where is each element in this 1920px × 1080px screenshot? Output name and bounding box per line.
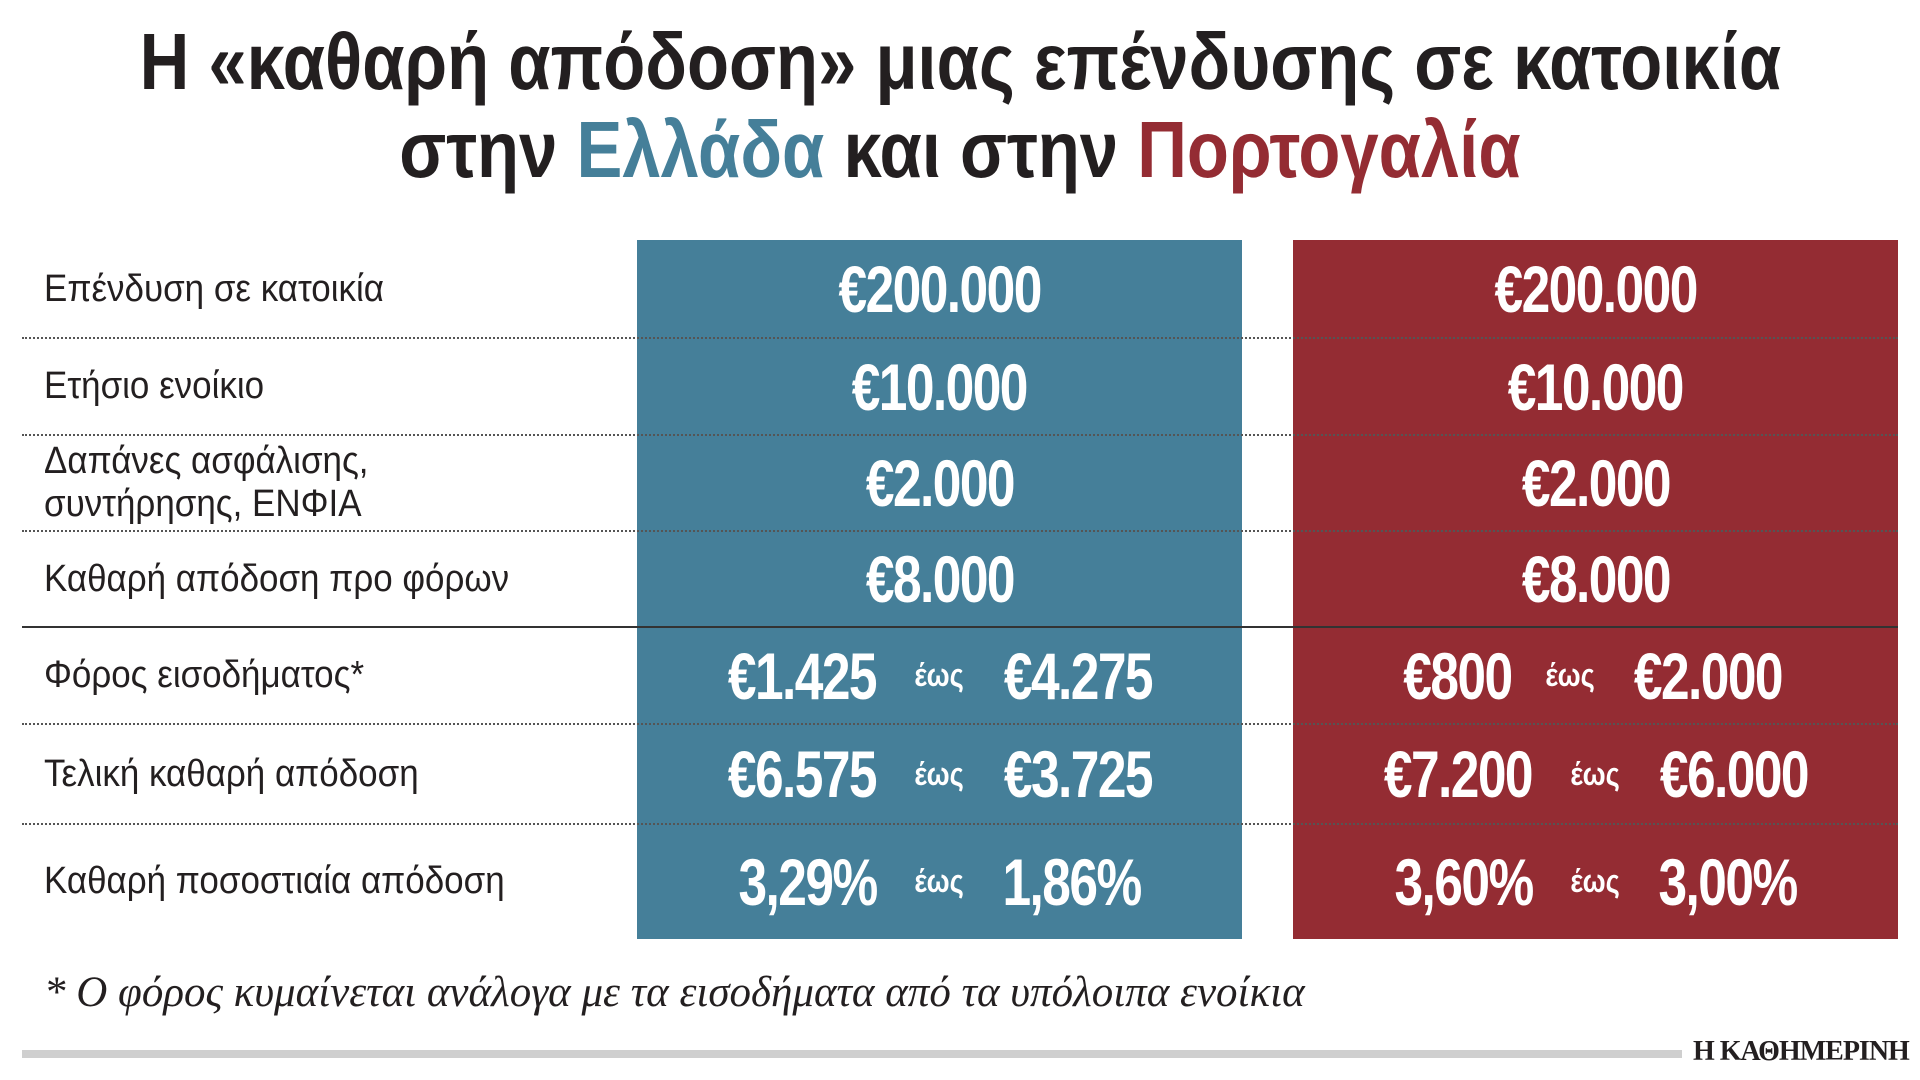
- greece-column: [637, 240, 1242, 939]
- row-label: Επένδυση σε κατοικία: [44, 240, 414, 338]
- row-label-text: Φόρος εισοδήματος*: [44, 654, 365, 697]
- chart-title-line2: στην Ελλάδα και στην Πορτογαλία: [0, 110, 1920, 190]
- value-max: 1,86%: [1002, 844, 1142, 919]
- footer-bar: [22, 1050, 1682, 1058]
- value-max: 3,00%: [1658, 844, 1798, 919]
- range-separator: έως: [1545, 657, 1595, 693]
- value-range: 3,60% έως 3,00%: [1375, 844, 1815, 920]
- title-text: και στην: [824, 105, 1138, 194]
- portugal-value-cell: 3,60% έως 3,00%: [1293, 824, 1898, 939]
- greece-value-cell: €8.000: [637, 531, 1242, 627]
- row-divider: [22, 337, 1898, 339]
- greece-value-cell: €1.425 έως €4.275: [637, 627, 1242, 724]
- greece-value-cell: €2.000: [637, 435, 1242, 531]
- value: €8.000: [1521, 542, 1671, 616]
- value-max: €2.000: [1633, 638, 1784, 713]
- row-label-text: Επένδυση σε κατοικία: [44, 267, 384, 310]
- row-label-text: Τελική καθαρή απόδοση: [44, 752, 419, 795]
- range-separator: έως: [1570, 863, 1621, 899]
- greece-value-cell: 3,29% έως 1,86%: [637, 824, 1242, 939]
- value-min: 3,29%: [738, 844, 879, 919]
- row-label: Δαπάνες ασφάλισης, συντήρησης, ΕΝΦΙΑ: [44, 435, 444, 531]
- row-label: Ετήσιο ενοίκιο: [44, 338, 283, 435]
- row-divider: [22, 434, 1898, 436]
- greece-value-cell: €200.000: [637, 240, 1242, 338]
- value: €10.000: [851, 349, 1029, 424]
- value: €2.000: [1521, 446, 1671, 520]
- row-label-text: Καθαρή απόδοση προ φόρων: [44, 557, 510, 600]
- portugal-value-cell: €800 έως €2.000: [1293, 627, 1898, 724]
- value: €8.000: [865, 542, 1015, 616]
- value-range: €7.200 έως €6.000: [1363, 736, 1829, 812]
- portugal-value-cell: €2.000: [1293, 435, 1898, 531]
- value-range: €6.575 έως €3.725: [707, 736, 1173, 812]
- value-min: €6.575: [727, 737, 877, 811]
- value-max: €4.275: [1003, 638, 1153, 713]
- value: €200.000: [838, 252, 1042, 326]
- row-divider: [22, 823, 1898, 825]
- portugal-value-cell: €10.000: [1293, 338, 1898, 435]
- row-label: Καθαρή απόδοση προ φόρων: [44, 531, 550, 627]
- value: €2.000: [865, 446, 1015, 520]
- greece-value-cell: €10.000: [637, 338, 1242, 435]
- value-range: €800 έως €2.000: [1388, 638, 1803, 714]
- chart-title-line1: Η «καθαρή απόδοση» μιας επένδυσης σε κατ…: [139, 17, 1781, 106]
- row-label: Καθαρή ποσοστιαία απόδοση: [44, 824, 545, 939]
- title-greece: Ελλάδα: [576, 105, 825, 194]
- row-divider: [22, 723, 1898, 725]
- value: €10.000: [1507, 349, 1685, 424]
- portugal-value-cell: €8.000: [1293, 531, 1898, 627]
- row-label: Φόρος εισοδήματος*: [44, 627, 392, 724]
- value: €200.000: [1494, 252, 1698, 326]
- row-label: Τελική καθαρή απόδοση: [44, 724, 451, 824]
- range-separator: έως: [1570, 755, 1621, 792]
- range-separator: έως: [914, 863, 965, 899]
- row-label-text: Καθαρή ποσοστιαία απόδοση: [44, 860, 505, 903]
- value-min: €800: [1403, 638, 1513, 713]
- row-label-text: Δαπάνες ασφάλισης, συντήρησης, ΕΝΦΙΑ: [44, 440, 369, 525]
- value-range: €1.425 έως €4.275: [707, 638, 1173, 714]
- section-divider: [22, 626, 1898, 628]
- portugal-value-cell: €7.200 έως €6.000: [1293, 724, 1898, 824]
- publisher-logo: Η ΚΑΘΗΜΕΡΙΝΗ: [1693, 1036, 1910, 1067]
- footnote: * Ο φόρος κυμαίνεται ανάλογα με τα εισοδ…: [44, 969, 1305, 1016]
- value-range: 3,29% έως 1,86%: [719, 844, 1159, 920]
- value-max: €3.725: [1003, 737, 1153, 811]
- value-min: €1.425: [727, 638, 877, 713]
- value-max: €6.000: [1659, 737, 1809, 811]
- value-min: €7.200: [1383, 737, 1533, 811]
- range-separator: έως: [914, 657, 965, 693]
- value-min: 3,60%: [1394, 844, 1535, 919]
- portugal-column: [1293, 240, 1898, 939]
- title-text: στην: [399, 105, 577, 194]
- range-separator: έως: [914, 755, 965, 792]
- row-label-text: Ετήσιο ενοίκιο: [44, 365, 265, 408]
- title-portugal: Πορτογαλία: [1137, 105, 1521, 194]
- portugal-value-cell: €200.000: [1293, 240, 1898, 338]
- greece-value-cell: €6.575 έως €3.725: [637, 724, 1242, 824]
- row-divider: [22, 530, 1898, 532]
